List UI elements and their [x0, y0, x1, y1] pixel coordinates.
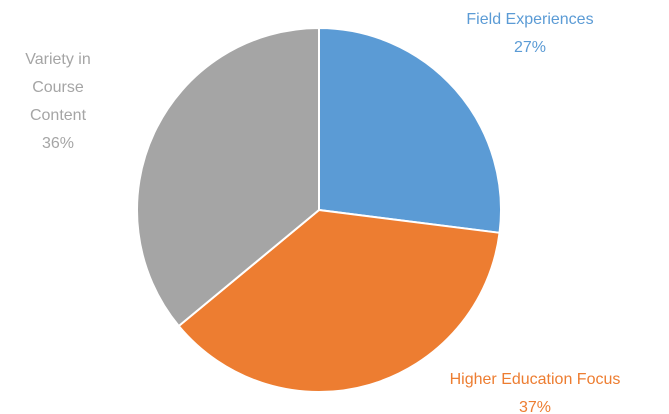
pie-slice: [318, 26, 502, 234]
pie-slice: [177, 208, 501, 393]
slice-label: Field Experiences: [466, 11, 593, 28]
slice-value-label: 36%: [42, 135, 74, 152]
slice-value-label: 27%: [514, 39, 546, 56]
slice-label: Variety in Course Content: [25, 51, 91, 124]
pie-slice: [136, 26, 320, 328]
slice-value-label: 37%: [519, 399, 551, 414]
slice-label: Higher Education Focus: [450, 371, 621, 388]
